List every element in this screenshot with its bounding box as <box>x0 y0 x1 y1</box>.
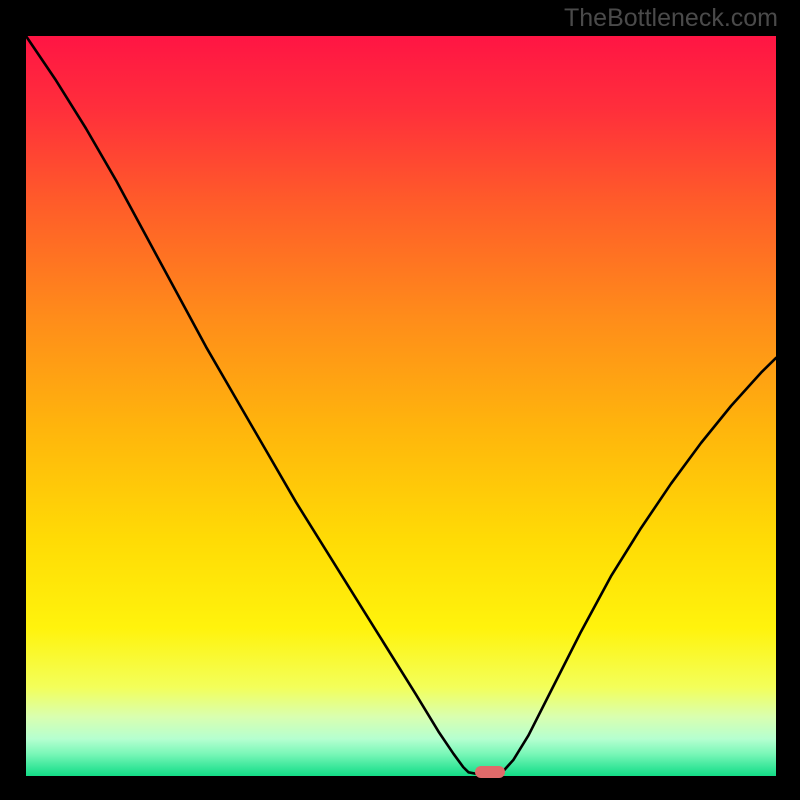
optimal-point-marker <box>475 766 505 778</box>
bottleneck-curve-chart <box>26 36 776 776</box>
watermark-text: TheBottleneck.com <box>564 4 778 33</box>
bottleneck-curve <box>26 36 776 775</box>
